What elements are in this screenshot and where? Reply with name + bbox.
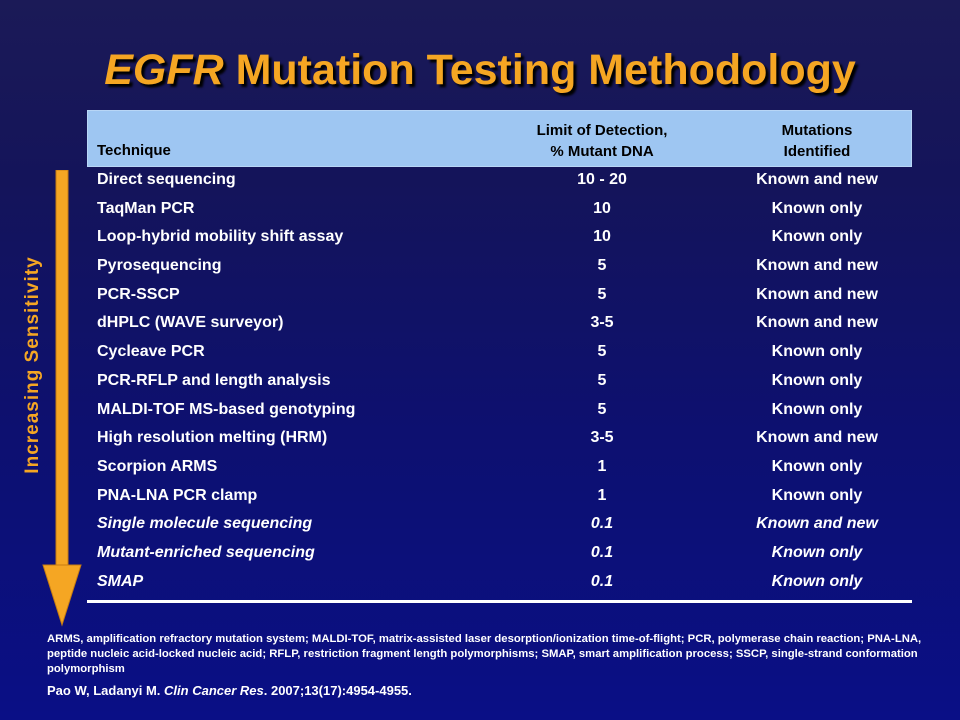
cell-technique: Pyrosequencing bbox=[97, 257, 222, 275]
table-body: Direct sequencing 10 - 20 Known and new Taq… bbox=[87, 167, 912, 597]
cell-mutations: Known only bbox=[771, 457, 863, 475]
cell-technique: MALDI-TOF MS-based genotyping bbox=[97, 400, 356, 418]
cell-mutations: Known and new bbox=[756, 257, 878, 275]
cell-mutations: Known and new bbox=[756, 285, 878, 303]
cell-mutations: Known only bbox=[771, 199, 863, 217]
table-row: Direct sequencing 10 - 20 Known and new bbox=[87, 167, 912, 196]
cell-lod: 0.1 bbox=[590, 543, 614, 561]
table-bottom-rule bbox=[87, 600, 912, 603]
cell-mutations: Known and new bbox=[756, 515, 878, 533]
header-technique: Technique bbox=[97, 142, 171, 159]
title-italic: EGFR bbox=[104, 46, 224, 94]
cell-technique: Scorpion ARMS bbox=[97, 457, 218, 475]
header-mutations: Mutations Identified bbox=[727, 120, 907, 162]
table-row: Loop-hybrid mobility shift assay 10 Known … bbox=[87, 224, 912, 253]
cell-lod: 3-5 bbox=[590, 429, 614, 447]
citation: Pao W, Ladanyi M. Clin Cancer Res. 2007;… bbox=[47, 683, 412, 698]
cell-mutations: Known and new bbox=[756, 171, 878, 188]
citation-rest: . 2007;13(17):4954-4955. bbox=[263, 683, 412, 698]
header-mut-line1: Mutations bbox=[781, 122, 853, 139]
cell-mutations: Known only bbox=[771, 543, 863, 561]
table-row: TaqMan PCR 10 Known only bbox=[87, 196, 912, 225]
cell-technique: Loop-hybrid mobility shift assay bbox=[97, 228, 344, 246]
cell-lod: 5 bbox=[597, 371, 607, 389]
cell-lod: 5 bbox=[597, 343, 607, 361]
table-row: dHPLC (WAVE surveyor) 3-5 Known and new bbox=[87, 310, 912, 339]
cell-lod: 10 - 20 bbox=[577, 171, 627, 188]
table-row: SMAP 0.1 Known only bbox=[87, 569, 912, 598]
header-lod-line2: % Mutant DNA bbox=[550, 143, 654, 160]
cell-mutations: Known and new bbox=[756, 429, 878, 447]
cell-lod: 1 bbox=[597, 457, 607, 475]
cell-lod: 10 bbox=[593, 228, 611, 246]
cell-lod: 3-5 bbox=[590, 314, 614, 332]
cell-mutations: Known only bbox=[771, 400, 863, 418]
cell-lod: 5 bbox=[597, 257, 607, 275]
cell-technique: Mutant-enriched sequencing bbox=[97, 543, 315, 561]
footnote: ARMS, amplification refractory mutation … bbox=[47, 633, 922, 675]
cell-technique: SMAP bbox=[97, 572, 144, 590]
cell-lod: 5 bbox=[597, 400, 607, 418]
table-row: PNA-LNA PCR clamp 1 Known only bbox=[87, 483, 912, 512]
table-row: MALDI-TOF MS-based genotyping 5 Known only bbox=[87, 397, 912, 426]
cell-technique: TaqMan PCR bbox=[97, 199, 195, 217]
slide-title: EGFR Mutation Testing Methodology bbox=[0, 46, 960, 95]
down-arrow-icon bbox=[42, 170, 82, 627]
cell-mutations: Known only bbox=[771, 572, 863, 590]
cell-mutations: Known only bbox=[771, 371, 863, 389]
header-lod: Limit of Detection, % Mutant DNA bbox=[497, 120, 707, 162]
cell-technique: PCR-SSCP bbox=[97, 285, 180, 303]
citation-journal: Clin Cancer Res bbox=[164, 683, 264, 698]
cell-lod: 1 bbox=[597, 486, 607, 504]
cell-technique: PCR-RFLP and length analysis bbox=[97, 371, 331, 389]
cell-technique: Single molecule sequencing bbox=[97, 515, 313, 533]
cell-lod: 0.1 bbox=[590, 572, 614, 590]
cell-mutations: Known only bbox=[771, 486, 863, 504]
table-header: Technique Limit of Detection, % Mutant D… bbox=[87, 110, 912, 167]
cell-mutations: Known only bbox=[771, 343, 863, 361]
table-row: Single molecule sequencing 0.1 Known and n… bbox=[87, 511, 912, 540]
table-row: Cycleave PCR 5 Known only bbox=[87, 339, 912, 368]
cell-mutations: Known only bbox=[771, 228, 863, 246]
cell-technique: High resolution melting (HRM) bbox=[97, 429, 328, 447]
table-row: Mutant-enriched sequencing 0.1 Known only bbox=[87, 540, 912, 569]
table-row: Scorpion ARMS 1 Known only bbox=[87, 454, 912, 483]
cell-technique: Cycleave PCR bbox=[97, 343, 205, 361]
table-row: PCR-RFLP and length analysis 5 Known only bbox=[87, 368, 912, 397]
side-label-text: Increasing Sensitivity bbox=[22, 256, 43, 474]
table-row: PCR-SSCP 5 Known and new bbox=[87, 282, 912, 311]
cell-technique: Direct sequencing bbox=[97, 171, 236, 188]
header-lod-line1: Limit of Detection, bbox=[536, 122, 668, 139]
header-mut-line2: Identified bbox=[783, 143, 851, 160]
cell-lod: 5 bbox=[597, 285, 607, 303]
cell-lod: 10 bbox=[593, 199, 611, 217]
title-rest: Mutation Testing Methodology bbox=[223, 46, 856, 94]
cell-mutations: Known and new bbox=[756, 314, 878, 332]
cell-lod: 0.1 bbox=[590, 515, 614, 533]
cell-technique: dHPLC (WAVE surveyor) bbox=[97, 314, 284, 332]
table-row: High resolution melting (HRM) 3-5 Known an… bbox=[87, 425, 912, 454]
cell-technique: PNA-LNA PCR clamp bbox=[97, 486, 258, 504]
table-row: Pyrosequencing 5 Known and new bbox=[87, 253, 912, 282]
citation-authors: Pao W, Ladanyi M. bbox=[47, 683, 165, 698]
